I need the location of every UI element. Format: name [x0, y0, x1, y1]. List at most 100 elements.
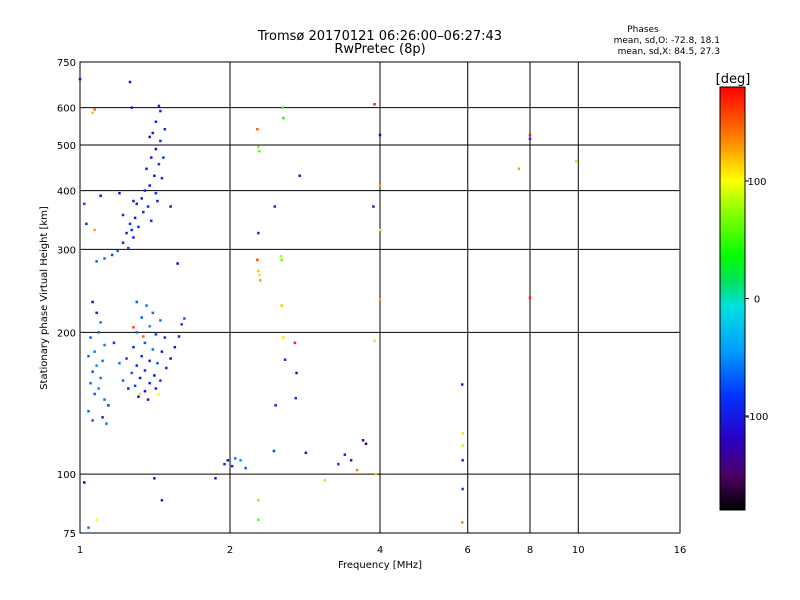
data-point [103, 343, 106, 347]
data-point [83, 202, 86, 206]
data-point [461, 487, 464, 491]
data-point [256, 258, 259, 262]
data-point [135, 364, 139, 367]
data-point [173, 345, 177, 349]
data-point [132, 326, 135, 329]
data-point [180, 323, 183, 326]
data-point [163, 127, 167, 131]
data-point [258, 149, 261, 153]
data-point [95, 518, 98, 522]
data-point [461, 459, 464, 462]
data-point [133, 216, 137, 220]
data-point [146, 398, 150, 401]
data-point [110, 253, 114, 257]
data-point [133, 384, 137, 388]
phases-box: Phases mean, sd,O: -72.8, 18.1 mean, sd,… [614, 25, 720, 57]
data-point [160, 499, 164, 502]
y-tick-label: 200 [57, 328, 76, 339]
data-point [177, 335, 181, 338]
data-point [349, 459, 353, 462]
data-point [125, 357, 128, 360]
data-point [461, 444, 465, 447]
data-point [162, 156, 165, 159]
data-point [87, 410, 90, 413]
data-point [272, 449, 276, 453]
data-point [145, 167, 148, 171]
phases-o-line: mean, sd,O: -72.8, 18.1 [614, 36, 720, 46]
data-points [78, 77, 578, 529]
data-point [257, 518, 260, 522]
data-point [121, 241, 125, 244]
data-point [95, 311, 98, 315]
y-axis-label: Stationary phase Virtual Height [km] [39, 206, 50, 390]
x-axis-label: Frequency [MHz] [338, 560, 422, 571]
data-point [298, 174, 301, 178]
data-point [143, 341, 147, 345]
chart-subtitle: RwPretec (8p) [334, 42, 425, 57]
phases-x-line: mean, sd,X: 84.5, 27.3 [618, 47, 720, 57]
y-tick-labels: 75 100 200 300 400 500 600 750 [57, 58, 76, 540]
data-point [89, 381, 92, 385]
data-point [103, 257, 106, 260]
data-point [140, 197, 143, 200]
colorbar-ticks: 100 0 -100 [745, 177, 768, 423]
data-point [138, 392, 142, 396]
data-point [95, 364, 98, 367]
data-point [112, 341, 116, 345]
data-point [304, 451, 308, 455]
data-point [146, 205, 150, 208]
data-point [214, 477, 217, 480]
data-point [156, 361, 159, 365]
data-point [128, 222, 132, 226]
x-tick-label: 6 [465, 545, 471, 556]
x-tick-label: 1 [77, 545, 83, 556]
data-point [138, 376, 142, 380]
data-point [121, 213, 125, 217]
data-point [169, 357, 172, 360]
data-point [159, 109, 162, 113]
data-point [135, 331, 139, 334]
data-point [93, 108, 96, 111]
phases-heading: Phases [627, 25, 659, 35]
data-point [85, 222, 88, 226]
data-point [97, 387, 100, 390]
data-point [91, 300, 94, 304]
data-point [279, 255, 283, 258]
data-point [103, 398, 106, 401]
data-point [378, 184, 382, 187]
colorbar-gradient [719, 86, 746, 511]
data-point [151, 311, 155, 315]
data-point [257, 145, 260, 149]
data-point [364, 442, 368, 446]
data-point [132, 345, 135, 349]
data-point [361, 439, 365, 442]
data-point [143, 369, 147, 372]
data-point [93, 392, 96, 396]
data-point [148, 184, 151, 187]
data-point [153, 477, 156, 480]
data-point [121, 379, 125, 382]
data-point [148, 381, 151, 385]
data-point [93, 228, 96, 232]
data-point [373, 339, 376, 342]
data-point [148, 359, 151, 363]
data-point [257, 499, 260, 502]
data-point [101, 416, 104, 419]
data-point [337, 462, 340, 466]
data-point [137, 395, 140, 398]
data-point [154, 191, 158, 195]
y-tick-label: 500 [57, 141, 76, 152]
data-point [150, 156, 153, 159]
data-point [91, 111, 94, 115]
x-tick-labels: 1 2 4 6 8 10 16 [77, 545, 687, 556]
x-tick-label: 2 [227, 545, 233, 556]
data-point [148, 325, 151, 328]
data-point [105, 422, 108, 425]
data-point [127, 246, 130, 250]
data-point [107, 404, 110, 407]
data-point [257, 231, 260, 235]
data-point [143, 189, 147, 192]
colorbar-tick-label: -100 [746, 412, 769, 423]
data-point [154, 333, 158, 336]
